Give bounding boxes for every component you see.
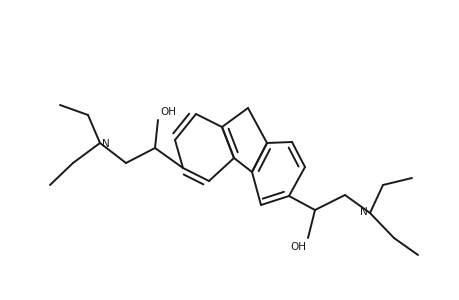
Text: N: N — [102, 139, 110, 149]
Text: OH: OH — [160, 107, 176, 117]
Text: N: N — [359, 207, 367, 217]
Text: OH: OH — [289, 242, 305, 252]
